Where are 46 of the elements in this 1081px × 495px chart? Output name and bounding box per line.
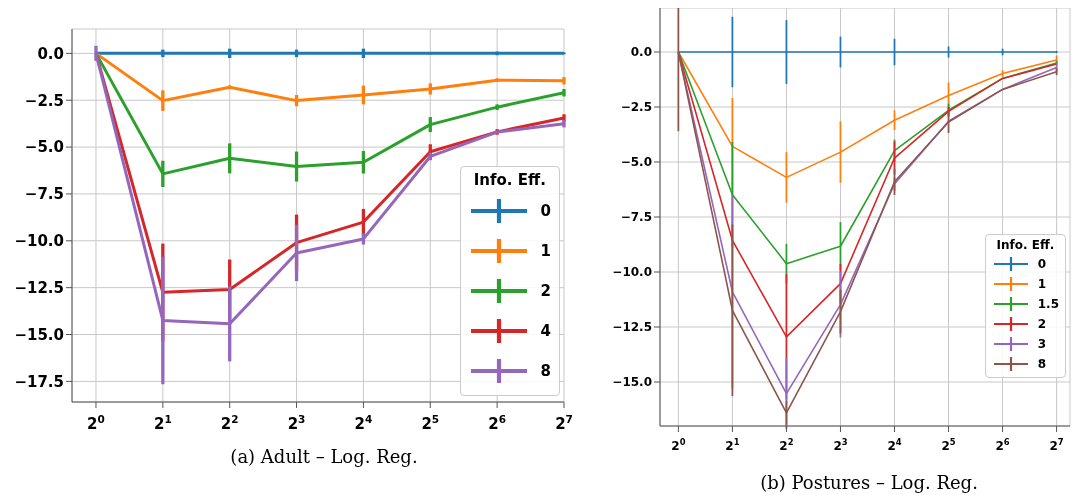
x-tick-label: 2$^{4}$ — [354, 413, 373, 433]
legend-label: 2 — [540, 282, 551, 300]
x-tick-label: 2$^{7}$ — [1049, 437, 1064, 453]
x-tick-label: 2$^{3}$ — [833, 437, 848, 453]
y-tick-label: −7.5 — [620, 210, 652, 225]
y-tick-label: −2.5 — [620, 100, 652, 115]
x-tick-label: 2$^{0}$ — [671, 437, 686, 453]
legend-label: 1 — [1037, 277, 1047, 291]
y-tick-label: −12.5 — [14, 278, 64, 297]
x-tick-label: 2$^{2}$ — [779, 437, 794, 453]
y-tick-label: −10.0 — [14, 232, 64, 251]
x-tick-label: 2$^{2}$ — [220, 413, 239, 433]
x-tick-label: 2$^{5}$ — [941, 437, 956, 453]
x-tick-label: 2$^{6}$ — [995, 437, 1010, 453]
y-tick-label: −10.0 — [612, 265, 652, 280]
x-tick-label: 2$^{3}$ — [287, 413, 306, 433]
legend-label: 3 — [1037, 337, 1047, 351]
y-tick-label: −15.0 — [612, 375, 652, 390]
legend-label: 4 — [540, 322, 551, 340]
y-tick-label: 0.0 — [630, 45, 652, 60]
y-tick-label: −2.5 — [24, 91, 64, 110]
legend-label: 1.5 — [1037, 297, 1059, 311]
y-tick-label: −12.5 — [612, 320, 652, 335]
legend-label: 8 — [540, 362, 551, 380]
x-tick-label: 2$^{5}$ — [421, 413, 440, 433]
x-tick-label: 2$^{7}$ — [555, 413, 573, 433]
legend-label: 2 — [1037, 317, 1047, 331]
legend-label: 8 — [1037, 357, 1047, 371]
y-tick-label: 0.0 — [37, 44, 64, 63]
x-tick-label: 2$^{0}$ — [87, 413, 105, 433]
text: (b) Postures – Log. Reg. — [759, 472, 979, 493]
legend-label: 0 — [1037, 257, 1047, 271]
text: (a) Adult – Log. Reg. — [229, 446, 419, 467]
legend-label: 0 — [540, 202, 551, 220]
y-tick-label: −17.5 — [14, 372, 64, 391]
y-tick-label: −15.0 — [14, 325, 64, 344]
x-tick-label: 2$^{6}$ — [488, 413, 507, 433]
y-tick-label: −5.0 — [620, 155, 652, 170]
x-tick-label: 2$^{4}$ — [887, 437, 902, 453]
legend-label: 1 — [540, 242, 551, 260]
y-tick-label: −7.5 — [24, 185, 64, 204]
x-tick-label: 2$^{1}$ — [725, 437, 740, 453]
legend-title: Info. Eff. — [995, 238, 1056, 252]
x-tick-label: 2$^{1}$ — [153, 413, 172, 433]
y-tick-label: −5.0 — [24, 138, 64, 157]
legend-title: Info. Eff. — [472, 171, 547, 189]
